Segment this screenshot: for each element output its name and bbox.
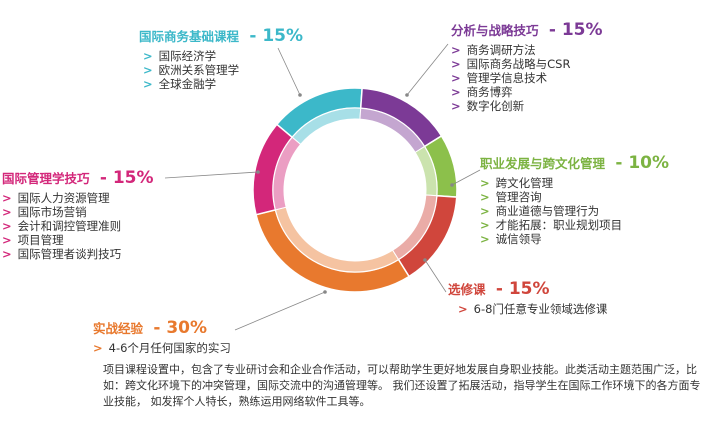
leader-line <box>406 43 449 96</box>
block-heading: 选修课 - 15% <box>448 279 607 299</box>
course-list: 6-8门任意专业领域选修课 <box>458 302 608 316</box>
course-item: 会计和调控管理准则 <box>2 219 154 233</box>
course-list: 商务调研方法 国际商务战略与CSR 管理学信息技术 商务博弈 数字化创新 <box>451 43 603 113</box>
course-list: 国际人力资源管理 国际市场营销 会计和调控管理准则 项目管理 国际管理者谈判技巧 <box>2 191 154 261</box>
category-percent: - 15% <box>99 168 154 188</box>
leader-line <box>451 169 481 186</box>
block-heading: 国际商务基础课程 - 15% <box>139 26 303 46</box>
slice-intl-management-inner <box>272 136 302 211</box>
course-item: 跨文化管理 <box>480 176 669 190</box>
leader-line <box>234 291 326 331</box>
course-item: 才能拓展：职业规划项目 <box>480 218 669 232</box>
course-item: 商务调研方法 <box>451 43 603 57</box>
category-title: 选修课 <box>448 282 486 297</box>
block-intl-management: 国际管理学技巧 - 15% 国际人力资源管理 国际市场营销 会计和调控管理准则 … <box>2 168 154 261</box>
leader-line <box>424 259 447 293</box>
category-title: 职业发展与跨文化管理 <box>480 156 606 171</box>
category-title: 分析与战略技巧 <box>451 23 539 38</box>
category-percent: - 30% <box>153 318 208 338</box>
block-heading: 职业发展与跨文化管理 - 10% <box>480 153 669 173</box>
course-item: 数字化创新 <box>451 99 603 113</box>
category-title: 国际管理学技巧 <box>2 171 90 186</box>
course-item: 国际管理者谈判技巧 <box>2 247 154 261</box>
block-heading: 实战经验 - 30% <box>93 318 231 338</box>
course-item: 管理学信息技术 <box>451 71 603 85</box>
course-item: 管理咨询 <box>480 190 669 204</box>
course-item: 商业道德与管理行为 <box>480 204 669 218</box>
category-percent: - 10% <box>615 153 670 173</box>
course-list: 4-6个月任何国家的实习 <box>93 341 231 355</box>
course-list: 跨文化管理 管理咨询 商业道德与管理行为 才能拓展：职业规划项目 诚信领导 <box>480 176 669 246</box>
course-item: 国际市场营销 <box>2 205 154 219</box>
leader-dot <box>423 258 427 262</box>
leader-dot <box>450 183 454 187</box>
course-item: 国际商务战略与CSR <box>451 57 603 71</box>
leader-dot <box>256 170 260 174</box>
course-item: 欧洲关系管理学 <box>143 63 303 77</box>
block-heading: 国际管理学技巧 - 15% <box>2 168 154 188</box>
block-intl-business-basics: 国际商务基础课程 - 15% 国际经济学 欧洲关系管理学 全球金融学 <box>139 26 303 91</box>
leader-line <box>164 171 259 179</box>
course-item: 诚信领导 <box>480 232 669 246</box>
course-item: 商务博弈 <box>451 85 603 99</box>
category-percent: - 15% <box>548 20 603 40</box>
leader-dot <box>323 290 327 294</box>
block-analysis-strategy: 分析与战略技巧 - 15% 商务调研方法 国际商务战略与CSR 管理学信息技术 … <box>451 20 603 113</box>
category-percent: - 15% <box>249 26 304 46</box>
leader-dot <box>405 93 409 97</box>
course-item: 国际经济学 <box>143 49 303 63</box>
course-item: 全球金融学 <box>143 77 303 91</box>
donut-hole <box>285 120 425 260</box>
block-practical-experience: 实战经验 - 30% 4-6个月任何国家的实习 <box>93 318 231 355</box>
footer-description: 项目课程设置中，包含了专业研讨会和企业合作活动，可以帮助学生更好地发展自身职业技… <box>103 363 701 408</box>
course-item: 项目管理 <box>2 233 154 247</box>
course-item: 国际人力资源管理 <box>2 191 154 205</box>
category-title: 实战经验 <box>93 321 144 336</box>
category-title: 国际商务基础课程 <box>139 29 240 44</box>
block-heading: 分析与战略技巧 - 15% <box>451 20 603 40</box>
course-list: 国际经济学 欧洲关系管理学 全球金融学 <box>143 49 303 91</box>
category-percent: - 15% <box>495 279 550 299</box>
course-item: 4-6个月任何国家的实习 <box>93 341 231 355</box>
block-career-crosscultural: 职业发展与跨文化管理 - 10% 跨文化管理 管理咨询 商业道德与管理行为 才能… <box>480 153 669 246</box>
leader-dot <box>298 93 302 97</box>
block-electives: 选修课 - 15% 6-8门任意专业领域选修课 <box>448 279 607 316</box>
course-item: 6-8门任意专业领域选修课 <box>458 302 608 316</box>
